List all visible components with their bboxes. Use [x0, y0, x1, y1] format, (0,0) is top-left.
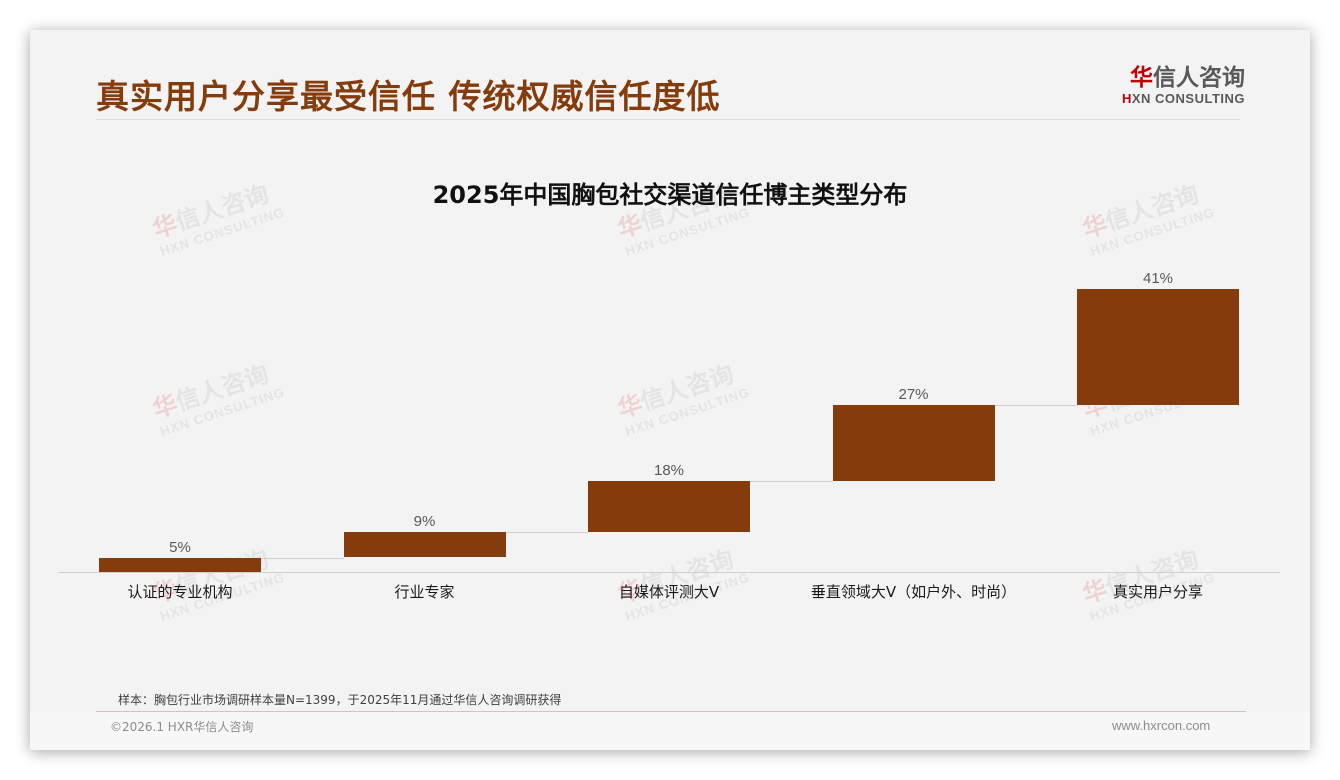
- waterfall-connector: [505, 532, 588, 533]
- website-link[interactable]: www.hxrcon.com: [1112, 718, 1211, 733]
- waterfall-chart: 5% 认证的专业机构 9% 行业专家 18% 自媒体评测大V 27% 垂直领域大V（如户外、时…: [30, 30, 1310, 750]
- x-axis-line: [58, 572, 1280, 573]
- logo-en-rest: XN CONSULTING: [1131, 91, 1245, 106]
- title-divider: [96, 119, 1240, 120]
- copyright-text: ©2026.1 HXR华信人咨询: [110, 720, 254, 734]
- source-note: 样本：胸包行业市场调研样本量N=1399，于2025年11月通过华信人咨询调研获…: [118, 693, 562, 707]
- category-label: 行业专家: [394, 583, 455, 601]
- category-label: 真实用户分享: [1112, 583, 1203, 601]
- logo-hua-char: 华: [1130, 65, 1153, 91]
- bar-4[interactable]: [1077, 289, 1239, 405]
- category-label: 自媒体评测大V: [618, 583, 720, 601]
- bar-value-label: 27%: [898, 386, 929, 403]
- chart-title: 2025年中国胸包社交渠道信任博主类型分布: [432, 181, 908, 209]
- logo-cn-rest: 信人咨询: [1153, 65, 1245, 91]
- logo-en-first: H: [1121, 91, 1132, 106]
- waterfall-connector: [750, 481, 833, 482]
- logo-english: HXN CONSULTING: [1110, 92, 1245, 106]
- bar-value-label: 9%: [413, 513, 436, 530]
- bar-2[interactable]: [588, 481, 750, 532]
- slide-title: 真实用户分享最受信任 传统权威信任度低: [96, 77, 721, 116]
- bar-3[interactable]: [832, 405, 995, 481]
- waterfall-connector: [261, 558, 344, 559]
- brand-logo: 华信人咨询 HXN CONSULTING: [1110, 64, 1245, 106]
- bar-value-label: 18%: [653, 462, 685, 479]
- bar-value-label: 5%: [169, 539, 191, 556]
- footer-divider: [96, 711, 1246, 712]
- bar-1[interactable]: [343, 532, 506, 557]
- logo-chinese: 华信人咨询: [1110, 64, 1245, 92]
- footer-bar: [30, 712, 1310, 750]
- bar-value-label: 41%: [1142, 270, 1174, 287]
- category-label: 垂直领域大V（如户外、时尚）: [810, 583, 1017, 601]
- category-label: 认证的专业机构: [127, 583, 233, 601]
- waterfall-connector: [994, 405, 1077, 406]
- slide: 真实用户分享最受信任 传统权威信任度低 华信人咨询 HXN CONSULTING…: [30, 30, 1310, 750]
- bar-0[interactable]: [99, 558, 261, 572]
